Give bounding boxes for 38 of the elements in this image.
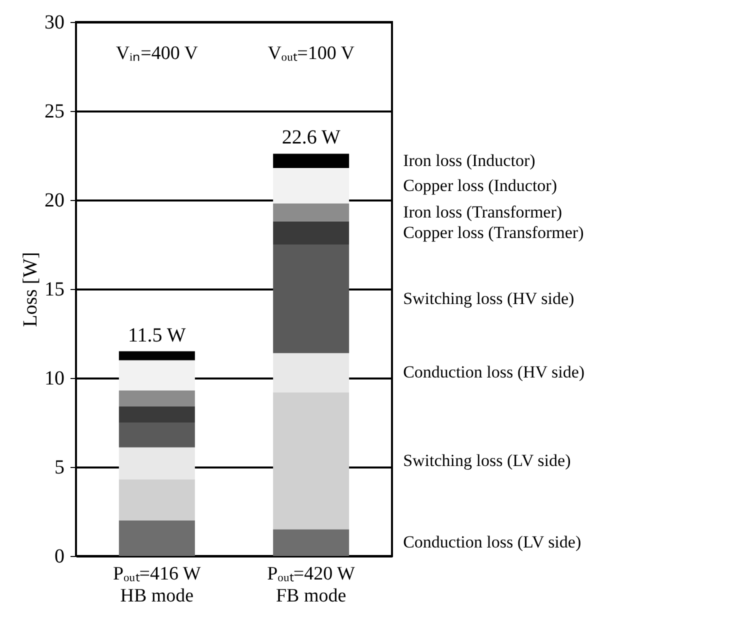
bar — [118, 406, 195, 422]
text: Copper loss (Transformer) — [403, 222, 584, 242]
bar — [118, 422, 195, 448]
bar — [118, 447, 195, 480]
text: Conduction loss (LV side) — [403, 532, 582, 552]
annotation: Vₒᵤₜ=100 V — [268, 43, 355, 64]
y-tick-label: 10 — [44, 368, 64, 390]
bar — [118, 390, 195, 406]
y-axis-title: Loss [W] — [20, 252, 42, 327]
bar — [273, 529, 350, 556]
bar — [273, 244, 350, 354]
y-tick-label: 15 — [44, 278, 64, 300]
text: Switching loss (LV side) — [403, 450, 571, 470]
bar — [118, 479, 195, 520]
text: Switching loss (HV side) — [403, 288, 574, 308]
text: Copper loss (Inductor) — [403, 176, 557, 195]
text: Iron loss (Inductor) — [403, 150, 536, 170]
bar — [273, 353, 350, 392]
total-label: 11.5 W — [128, 324, 186, 346]
bar — [273, 154, 350, 168]
bar — [118, 360, 195, 390]
y-tick-label: 30 — [44, 12, 64, 34]
bar — [118, 351, 195, 360]
bar — [273, 204, 350, 222]
y-tick-label: 20 — [44, 190, 64, 212]
y-tick-label: 0 — [54, 546, 64, 568]
text: Conduction loss (HV side) — [403, 362, 585, 382]
text: Iron loss (Transformer) — [403, 202, 562, 222]
x-tick-label: Pₒᵤₜ=416 W HB mode — [113, 564, 201, 606]
y-tick-label: 5 — [54, 456, 64, 478]
annotation: Vᵢₙ=400 V — [116, 43, 198, 64]
y-tick-label: 25 — [44, 100, 64, 122]
total-label: 22.6 W — [282, 126, 340, 149]
bar — [273, 221, 350, 244]
bar — [273, 168, 350, 204]
bar — [118, 520, 195, 556]
x-tick-label: Pₒᵤₜ=420 W FB mode — [267, 564, 356, 606]
bar — [273, 392, 350, 530]
